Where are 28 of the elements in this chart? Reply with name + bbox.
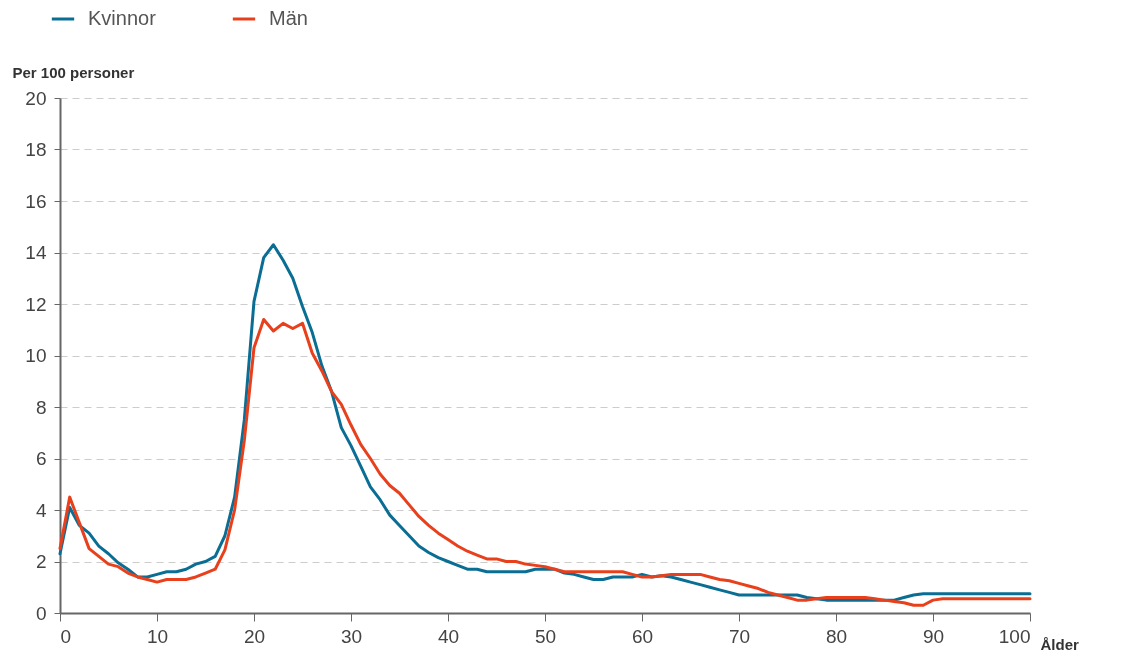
y-tick-label: 8 bbox=[35, 396, 47, 418]
legend-label: Kvinnor bbox=[88, 7, 157, 29]
y-tick-label: 0 bbox=[35, 602, 47, 624]
x-tick-label: 0 bbox=[60, 625, 72, 647]
y-tick-label: 10 bbox=[25, 345, 47, 366]
y-axis-title: Per 100 personer bbox=[12, 63, 135, 81]
legend-label: Män bbox=[269, 7, 308, 29]
line-series bbox=[58, 243, 1032, 602]
y-tick-label: 16 bbox=[25, 190, 47, 212]
x-tick-label: 10 bbox=[146, 625, 169, 647]
x-tick-label: 50 bbox=[534, 625, 557, 647]
x-tick-label: 90 bbox=[922, 625, 945, 647]
x-tick-label: 60 bbox=[631, 625, 654, 647]
x-tick-label: 20 bbox=[243, 625, 266, 647]
y-tick-label: 6 bbox=[35, 448, 47, 469]
y-tick-label: 4 bbox=[35, 499, 47, 521]
y-tick-label: 20 bbox=[25, 87, 47, 109]
y-tick-label: 18 bbox=[25, 139, 47, 160]
line-series bbox=[58, 317, 1032, 607]
y-tick-label: 12 bbox=[25, 293, 47, 315]
x-tick-label: 100 bbox=[998, 625, 1031, 647]
x-tick-label: 40 bbox=[437, 625, 460, 647]
x-axis-title: Ålder bbox=[1040, 635, 1079, 653]
x-tick-label: 30 bbox=[340, 625, 363, 647]
y-tick-label: 2 bbox=[35, 551, 47, 572]
x-tick-label: 80 bbox=[825, 625, 848, 647]
y-tick-label: 14 bbox=[25, 242, 47, 263]
x-tick-label: 70 bbox=[728, 625, 751, 647]
